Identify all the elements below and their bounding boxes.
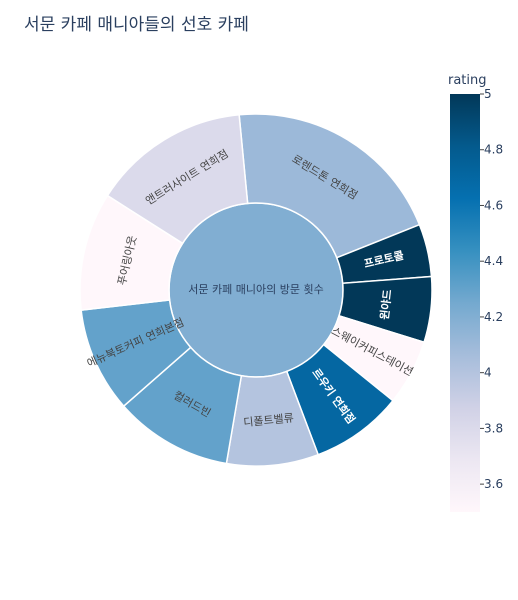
slice-10[interactable]	[106, 113, 249, 245]
root-label: 서문 카페 매니아의 방문 횟수	[188, 283, 323, 296]
colorbar-tick-label: 4.6	[484, 198, 503, 212]
colorbar: rating 5 4.8 4.6 4.4 4.2 4 3.8 3.6	[448, 73, 503, 512]
slice-label-3: 윈야드	[377, 289, 394, 321]
colorbar-tick-label: 3.8	[484, 421, 503, 435]
slice-label-6: 디폴트벨류	[243, 412, 295, 430]
slice-1[interactable]	[238, 113, 421, 259]
chart-title: 서문 카페 매니아들의 선호 카페	[24, 15, 249, 35]
colorbar-gradient	[450, 94, 480, 512]
colorbar-tick-label: 4	[484, 366, 492, 380]
colorbar-title: rating	[448, 73, 487, 88]
sunburst-slices	[79, 113, 433, 467]
colorbar-tick-label: 3.6	[484, 477, 503, 491]
colorbar-ticks: 5 4.8 4.6 4.4 4.2 4 3.8 3.6	[480, 87, 503, 491]
colorbar-tick-label: 4.4	[484, 254, 503, 268]
colorbar-tick-label: 4.2	[484, 310, 503, 324]
colorbar-tick-label: 5	[484, 87, 492, 101]
colorbar-tick-label: 4.8	[484, 143, 503, 157]
